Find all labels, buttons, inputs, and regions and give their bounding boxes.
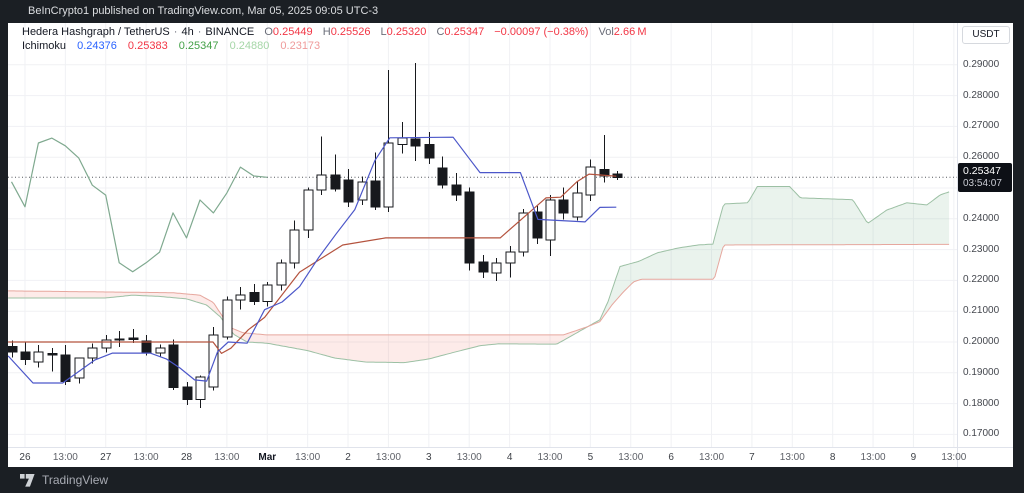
candle	[128, 337, 139, 340]
candle	[464, 191, 475, 264]
kijun-line	[8, 173, 617, 354]
bottom-bar: TradingView	[0, 467, 1024, 493]
candle	[599, 169, 610, 177]
candle	[424, 143, 435, 159]
candle	[208, 334, 219, 388]
candle	[182, 386, 193, 401]
ichimoku-cloud-bear	[8, 290, 589, 363]
senkou-b-line	[8, 243, 950, 336]
candle	[343, 179, 354, 203]
candle	[33, 351, 44, 363]
candle	[316, 174, 327, 191]
ichimoku-cloud-bull	[588, 186, 950, 327]
candle	[572, 192, 583, 218]
candle	[235, 294, 246, 301]
candle	[262, 284, 273, 302]
candle	[532, 211, 543, 239]
candle	[330, 174, 341, 190]
price-chart[interactable]	[8, 23, 957, 447]
publisher-text: BeInCrypto1 published on TradingView.com…	[28, 5, 379, 17]
candle	[155, 347, 166, 354]
candle	[491, 262, 502, 274]
candle	[8, 346, 18, 353]
publisher-bar: BeInCrypto1 published on TradingView.com…	[0, 0, 1024, 23]
candle	[370, 180, 381, 208]
chikou-line	[10, 137, 268, 273]
candle	[558, 199, 569, 214]
candles-layer	[8, 62, 623, 408]
candle	[87, 347, 98, 359]
candle	[195, 376, 206, 401]
candle	[505, 251, 516, 264]
candle	[585, 166, 596, 196]
candle	[518, 212, 529, 253]
senkou-a-line	[8, 186, 950, 364]
tenkan-line	[8, 136, 617, 384]
candle	[289, 229, 300, 264]
candle	[20, 351, 31, 361]
candle	[410, 138, 421, 147]
candle	[437, 167, 448, 186]
candle	[249, 292, 260, 302]
candle	[303, 189, 314, 231]
candle	[101, 339, 112, 349]
candle	[222, 299, 233, 338]
candle	[47, 353, 58, 356]
watermark-text[interactable]: TradingView	[42, 473, 109, 487]
candle	[383, 142, 394, 208]
candle	[114, 338, 125, 341]
tradingview-logo-icon[interactable]	[20, 473, 35, 487]
candle	[478, 261, 489, 273]
candle	[451, 184, 462, 196]
plot-layer	[8, 23, 957, 447]
candle	[276, 262, 287, 286]
